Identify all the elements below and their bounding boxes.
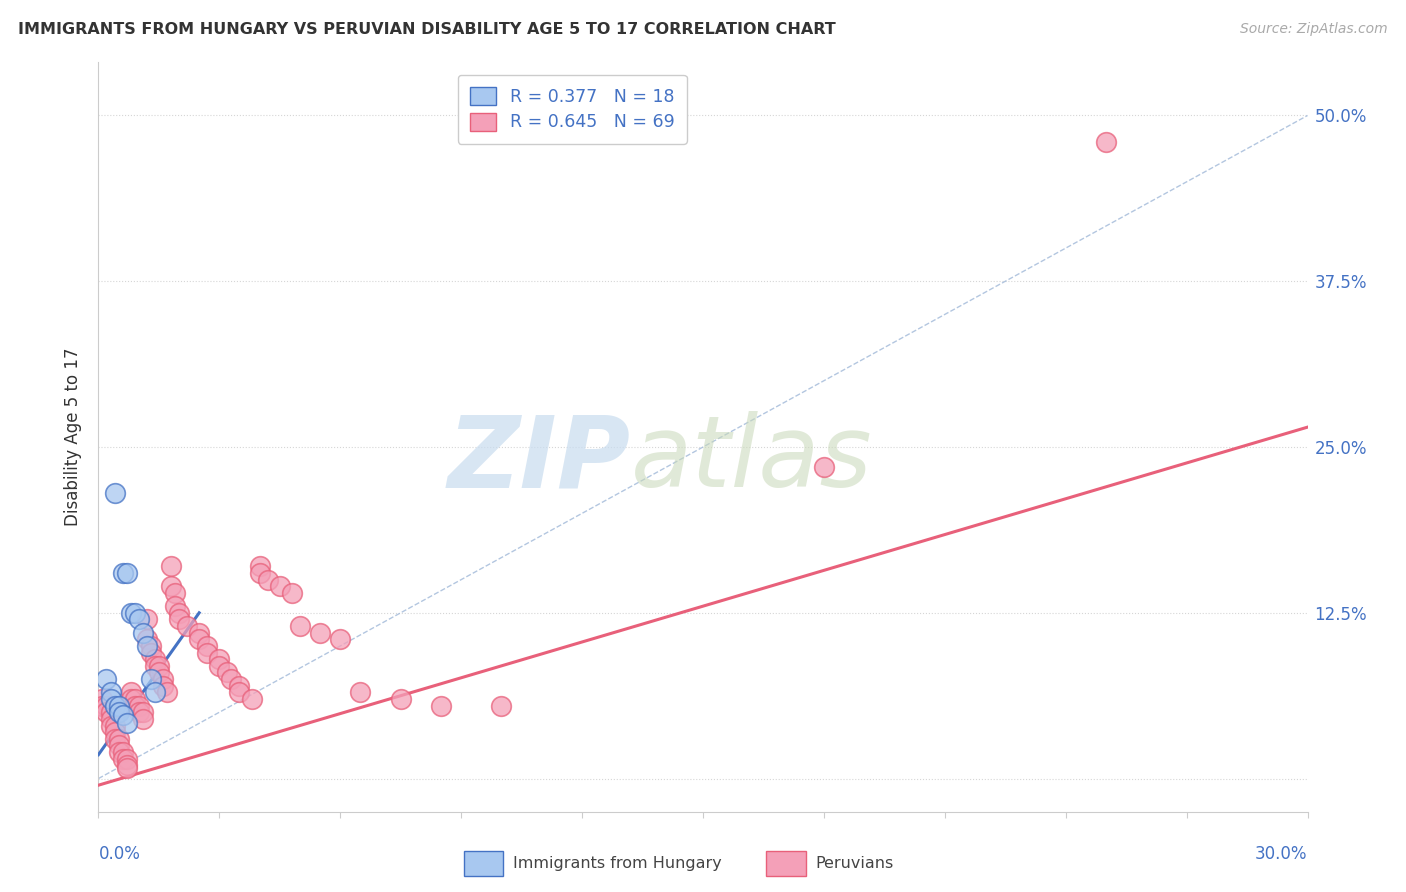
- Point: [135, 639, 157, 653]
- Point: [107, 739, 129, 753]
- Point: [132, 712, 155, 726]
- Point: [103, 725, 125, 739]
- Point: [156, 685, 179, 699]
- Point: [148, 658, 170, 673]
- Text: Peruvians: Peruvians: [815, 856, 894, 871]
- Point: [281, 586, 304, 600]
- Point: [228, 679, 250, 693]
- Point: [167, 612, 190, 626]
- Point: [139, 646, 162, 660]
- Point: [309, 625, 332, 640]
- Point: [349, 685, 371, 699]
- Point: [107, 698, 129, 713]
- Point: [115, 715, 138, 730]
- Point: [228, 685, 250, 699]
- Point: [430, 698, 453, 713]
- Point: [240, 692, 263, 706]
- Point: [813, 459, 835, 474]
- Point: [103, 698, 125, 713]
- Point: [167, 606, 190, 620]
- Point: [124, 698, 146, 713]
- Point: [148, 665, 170, 680]
- Point: [91, 698, 114, 713]
- Point: [111, 745, 134, 759]
- Point: [124, 606, 146, 620]
- Point: [100, 705, 122, 719]
- Text: Source: ZipAtlas.com: Source: ZipAtlas.com: [1240, 22, 1388, 37]
- Point: [107, 745, 129, 759]
- Point: [103, 486, 125, 500]
- Point: [107, 705, 129, 719]
- Point: [176, 619, 198, 633]
- Point: [160, 559, 183, 574]
- Point: [111, 752, 134, 766]
- Point: [135, 612, 157, 626]
- Point: [120, 606, 142, 620]
- Point: [135, 632, 157, 647]
- Point: [120, 692, 142, 706]
- Point: [491, 698, 513, 713]
- Point: [221, 672, 243, 686]
- Point: [208, 658, 231, 673]
- Point: [103, 731, 125, 746]
- Point: [188, 632, 211, 647]
- Legend: R = 0.377   N = 18, R = 0.645   N = 69: R = 0.377 N = 18, R = 0.645 N = 69: [458, 75, 686, 144]
- Point: [329, 632, 352, 647]
- Point: [128, 698, 150, 713]
- Point: [96, 698, 118, 713]
- Point: [115, 752, 138, 766]
- Point: [143, 658, 166, 673]
- Point: [249, 559, 271, 574]
- Point: [100, 685, 122, 699]
- Point: [100, 692, 122, 706]
- Point: [120, 685, 142, 699]
- Point: [152, 672, 174, 686]
- Point: [128, 612, 150, 626]
- Text: atlas: atlas: [630, 411, 872, 508]
- Point: [143, 685, 166, 699]
- Point: [139, 672, 162, 686]
- Text: 0.0%: 0.0%: [98, 845, 141, 863]
- Y-axis label: Disability Age 5 to 17: Disability Age 5 to 17: [65, 348, 83, 526]
- Point: [100, 712, 122, 726]
- Point: [115, 761, 138, 775]
- Point: [111, 566, 134, 580]
- Point: [217, 665, 239, 680]
- Point: [288, 619, 311, 633]
- Point: [1095, 135, 1118, 149]
- Point: [389, 692, 412, 706]
- Point: [163, 586, 186, 600]
- Point: [115, 566, 138, 580]
- Text: 30.0%: 30.0%: [1256, 845, 1308, 863]
- Point: [139, 639, 162, 653]
- Point: [128, 705, 150, 719]
- Point: [100, 718, 122, 732]
- Point: [124, 692, 146, 706]
- Point: [152, 679, 174, 693]
- Point: [208, 652, 231, 666]
- Point: [269, 579, 291, 593]
- Point: [107, 731, 129, 746]
- Point: [195, 646, 218, 660]
- Point: [195, 639, 218, 653]
- Point: [160, 579, 183, 593]
- Text: Immigrants from Hungary: Immigrants from Hungary: [513, 856, 721, 871]
- Point: [143, 652, 166, 666]
- Point: [132, 625, 155, 640]
- Point: [163, 599, 186, 614]
- Text: ZIP: ZIP: [447, 411, 630, 508]
- Point: [111, 707, 134, 722]
- Point: [256, 573, 278, 587]
- Point: [115, 758, 138, 772]
- Point: [96, 672, 118, 686]
- Text: IMMIGRANTS FROM HUNGARY VS PERUVIAN DISABILITY AGE 5 TO 17 CORRELATION CHART: IMMIGRANTS FROM HUNGARY VS PERUVIAN DISA…: [18, 22, 837, 37]
- Point: [188, 625, 211, 640]
- Point: [96, 705, 118, 719]
- Point: [132, 705, 155, 719]
- Point: [91, 692, 114, 706]
- Point: [103, 718, 125, 732]
- Point: [249, 566, 271, 580]
